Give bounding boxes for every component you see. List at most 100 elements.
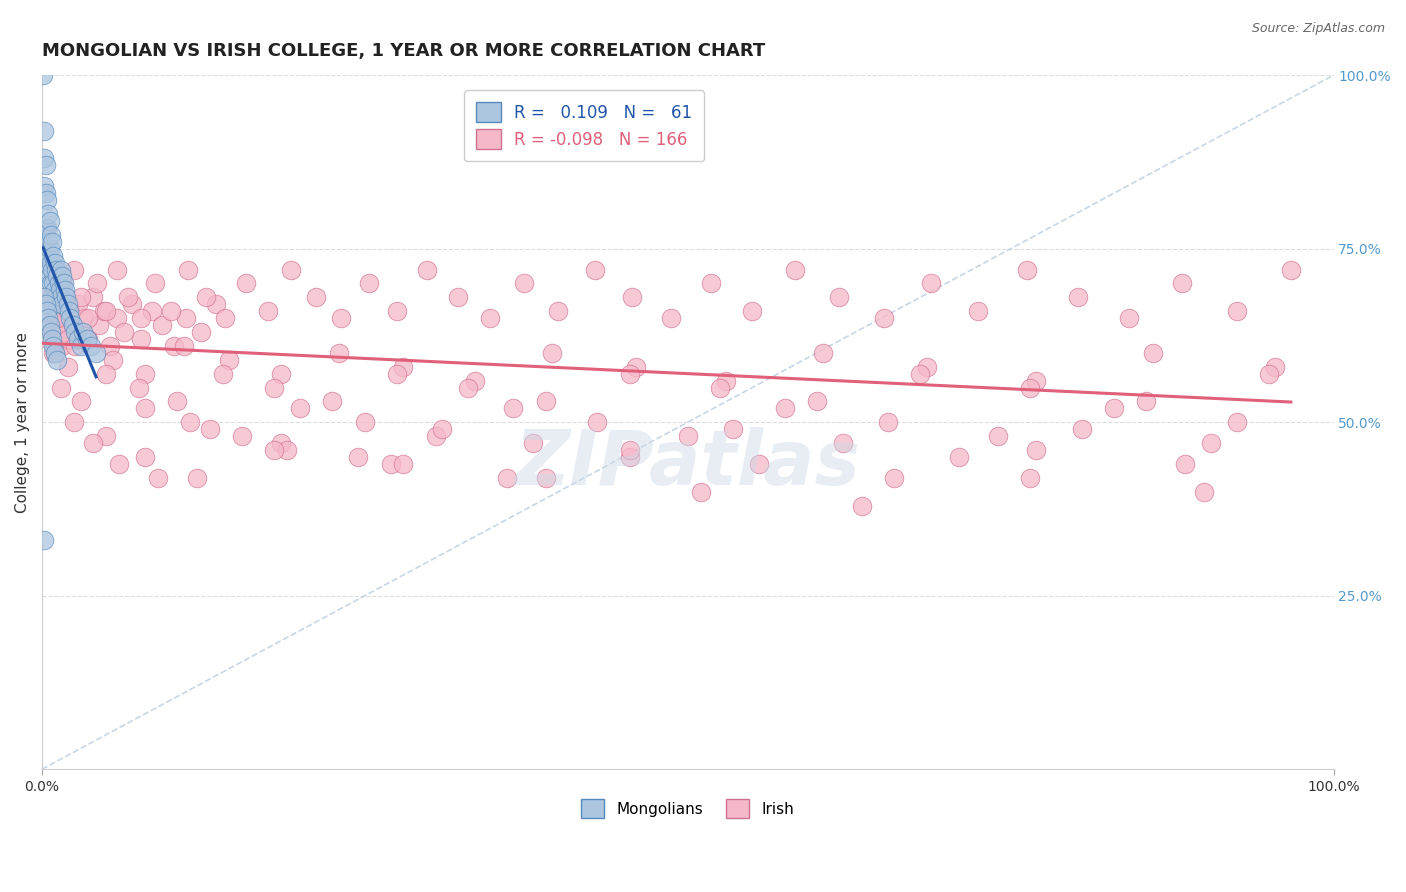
Point [716, 374, 738, 388]
Point [41, 332, 63, 346]
Point [908, 367, 931, 381]
Point [357, 277, 380, 291]
Point [105, 311, 128, 326]
Point [457, 380, 479, 394]
Point [385, 367, 408, 381]
Point [1067, 290, 1090, 304]
Point [425, 429, 447, 443]
Point [700, 277, 723, 291]
Point [380, 457, 402, 471]
Point [38, 304, 60, 318]
Point [117, 290, 139, 304]
Point [166, 394, 188, 409]
Point [873, 311, 896, 326]
Point [176, 311, 198, 326]
Point [72, 325, 94, 339]
Point [77, 311, 100, 326]
Point [134, 367, 156, 381]
Point [38, 269, 60, 284]
Point [58, 304, 80, 318]
Point [619, 450, 641, 464]
Point [502, 401, 524, 416]
Point [512, 277, 534, 291]
Point [42, 339, 65, 353]
Point [547, 304, 569, 318]
Point [1279, 262, 1302, 277]
Point [51, 297, 73, 311]
Point [41, 235, 63, 249]
Point [76, 332, 98, 346]
Point [967, 304, 990, 318]
Point [1025, 443, 1047, 458]
Point [34, 311, 56, 326]
Point [321, 394, 343, 409]
Point [76, 332, 98, 346]
Point [42, 277, 65, 291]
Point [37, 262, 59, 277]
Point [813, 346, 835, 360]
Point [121, 297, 143, 311]
Point [280, 262, 302, 277]
Point [218, 352, 240, 367]
Point [214, 311, 236, 326]
Point [34, 158, 56, 172]
Point [1142, 346, 1164, 360]
Point [831, 436, 853, 450]
Point [42, 249, 65, 263]
Point [432, 422, 454, 436]
Point [385, 304, 408, 318]
Text: Source: ZipAtlas.com: Source: ZipAtlas.com [1251, 22, 1385, 36]
Legend: Mongolians, Irish: Mongolians, Irish [575, 793, 800, 824]
Point [59, 311, 82, 326]
Point [48, 304, 70, 318]
Point [34, 290, 56, 304]
Point [37, 207, 59, 221]
Point [146, 471, 169, 485]
Point [69, 394, 91, 409]
Point [77, 332, 100, 346]
Point [948, 450, 970, 464]
Point [263, 380, 285, 394]
Point [522, 436, 544, 450]
Point [51, 339, 73, 353]
Point [55, 290, 77, 304]
Point [34, 124, 56, 138]
Point [51, 269, 73, 284]
Point [624, 359, 647, 374]
Point [37, 262, 59, 277]
Point [65, 325, 87, 339]
Point [35, 221, 58, 235]
Point [37, 332, 59, 346]
Point [129, 311, 152, 326]
Point [105, 262, 128, 277]
Point [186, 471, 208, 485]
Point [53, 325, 76, 339]
Point [93, 304, 115, 318]
Point [51, 277, 73, 291]
Point [330, 311, 353, 326]
Point [205, 297, 228, 311]
Point [46, 297, 69, 311]
Point [41, 290, 63, 304]
Point [659, 311, 682, 326]
Point [177, 262, 200, 277]
Point [1226, 304, 1249, 318]
Point [416, 262, 439, 277]
Point [328, 346, 350, 360]
Point [748, 457, 770, 471]
Point [62, 318, 84, 332]
Point [82, 290, 104, 304]
Point [34, 152, 56, 166]
Point [35, 304, 58, 318]
Point [51, 290, 73, 304]
Point [108, 457, 131, 471]
Point [44, 311, 66, 326]
Point [583, 262, 606, 277]
Point [65, 339, 87, 353]
Point [134, 450, 156, 464]
Point [114, 325, 136, 339]
Point [1118, 311, 1140, 326]
Point [276, 443, 298, 458]
Point [87, 318, 110, 332]
Point [51, 290, 73, 304]
